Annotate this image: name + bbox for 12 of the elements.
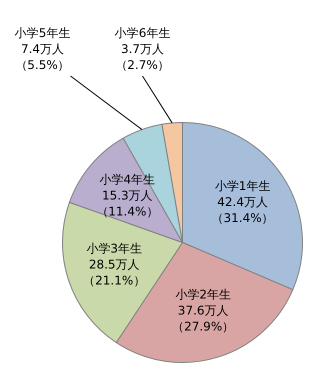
- slice-label: 小学3年生: [86, 241, 142, 256]
- slice-label: 小学6年生: [114, 26, 170, 40]
- data-label: 28.5万人（21.1%）: [83, 257, 146, 288]
- data-label: 37.6万人（27.9%）: [172, 304, 234, 334]
- slice-label: 小学2年生: [175, 288, 231, 302]
- data-label: 3.7万人（2.7%）: [115, 42, 170, 72]
- slice-label: 小学4年生: [99, 172, 156, 186]
- slice-label: 小学5年生: [14, 26, 70, 40]
- data-label: 42.4万人（31.4%）: [212, 194, 274, 225]
- data-label: 7.4万人（5.5%）: [15, 42, 70, 72]
- slice-label: 小学1年生: [214, 178, 270, 193]
- data-label: 15.3万人（11.4%）: [96, 188, 158, 218]
